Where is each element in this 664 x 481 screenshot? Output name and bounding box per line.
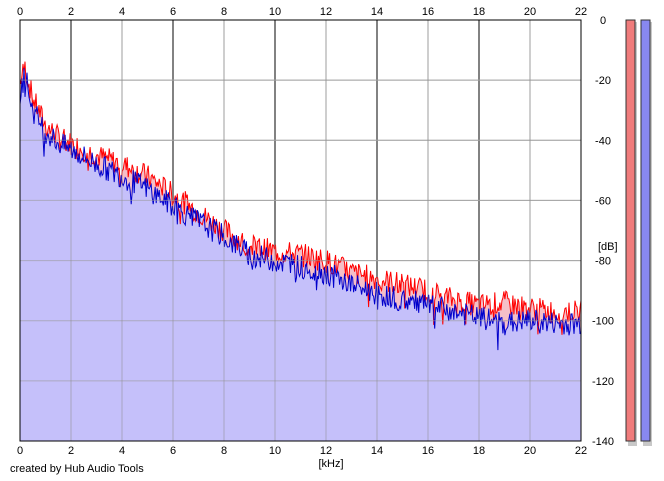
- x-tick-label-bottom: 10: [269, 445, 281, 457]
- y-tick-label: -100: [592, 316, 614, 328]
- x-tick-label-top: 16: [422, 6, 434, 18]
- y-tick-label: -140: [592, 436, 614, 448]
- x-axis-label: [kHz]: [318, 458, 343, 470]
- x-tick-label-top: 20: [524, 6, 536, 18]
- x-tick-label-top: 0: [17, 6, 23, 18]
- spectrum-fill-right: [20, 68, 581, 441]
- x-tick-label-bottom: 12: [320, 445, 332, 457]
- x-tick-label-bottom: 8: [221, 445, 227, 457]
- x-tick-label-top: 8: [221, 6, 227, 18]
- y-axis-right: 0 -20 -40 -60 -80 -100 -120 -140: [592, 15, 614, 448]
- level-meters: [625, 19, 652, 446]
- x-tick-label-bottom: 20: [524, 445, 536, 457]
- x-tick-label-bottom: 14: [371, 445, 383, 457]
- y-tick-label: -40: [595, 135, 611, 147]
- x-tick-label-bottom: 4: [119, 445, 125, 457]
- y-tick-label: -120: [592, 376, 614, 388]
- x-tick-label-top: 12: [320, 6, 332, 18]
- x-tick-label-top: 10: [269, 6, 281, 18]
- y-tick-label: -80: [595, 256, 611, 268]
- x-tick-label-bottom: 0: [17, 445, 23, 457]
- x-tick-label-bottom: 16: [422, 445, 434, 457]
- spectrum-fills: [20, 61, 581, 441]
- x-tick-label-bottom: 6: [170, 445, 176, 457]
- x-tick-label-top: 4: [119, 6, 125, 18]
- plot-border: [19, 19, 582, 442]
- y-tick-label: -60: [595, 195, 611, 207]
- credit-text: created by Hub Audio Tools: [10, 463, 144, 475]
- x-tick-label-top: 6: [170, 6, 176, 18]
- x-tick-label-bottom: 18: [473, 445, 485, 457]
- x-axis-top: 0 2 4 6 8 10 12 14 16 18 20 22: [17, 6, 587, 18]
- level-meter-right: [640, 19, 651, 442]
- spectrum-line-right: [19, 68, 582, 351]
- y-axis-label: [dB]: [598, 241, 618, 253]
- level-meter-left: [625, 19, 636, 442]
- spectrum-line-left: [19, 61, 582, 335]
- x-tick-label-top: 18: [473, 6, 485, 18]
- x-tick-label-top: 22: [575, 6, 587, 18]
- x-axis-bottom: 0 2 4 6 8 10 12 14 16 18 20 22: [17, 445, 587, 457]
- y-tick-label: 0: [600, 15, 606, 27]
- x-tick-label-bottom: 22: [575, 445, 587, 457]
- x-tick-label-top: 14: [371, 6, 383, 18]
- spectrum-lines: [19, 19, 582, 442]
- x-tick-label-top: 2: [68, 6, 74, 18]
- x-tick-label-bottom: 2: [68, 445, 74, 457]
- y-tick-label: -20: [595, 75, 611, 87]
